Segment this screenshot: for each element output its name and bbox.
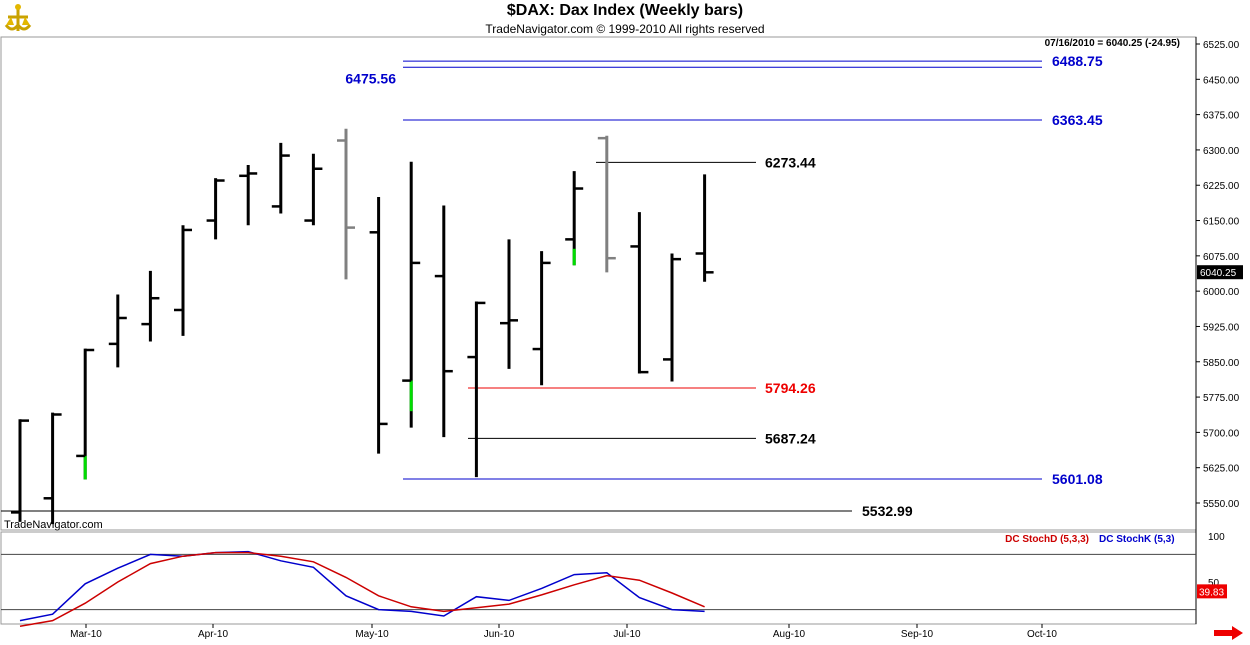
price-pane-frame: [0, 36, 1197, 531]
level-label: 6475.56: [345, 70, 396, 86]
y-tick-label: 5850.00: [1203, 358, 1240, 369]
scroll-right-arrow-icon[interactable]: [1214, 626, 1244, 645]
level-label: 6363.45: [1052, 112, 1103, 128]
y-tick-label: 6000.00: [1203, 287, 1240, 298]
level-label: 6273.44: [765, 154, 816, 170]
y-tick-label: 6300.00: [1203, 146, 1240, 157]
stoch-series-line: [19, 551, 705, 627]
watermark-text: TradeNavigator.com: [4, 519, 103, 531]
current-price-value: 6040.25: [1200, 268, 1237, 279]
y-tick-label: 6075.00: [1203, 252, 1240, 263]
level-label: 5532.99: [862, 503, 913, 519]
stoch-value-tag: [1197, 584, 1227, 599]
stoch-series-line: [19, 550, 705, 622]
level-label: 5794.26: [765, 380, 816, 396]
y-tick-label: 5925.00: [1203, 322, 1240, 333]
x-tick-label: May-10: [355, 629, 389, 640]
x-tick-label: Sep-10: [901, 629, 934, 640]
copyright-notice: TradeNavigator.com © 1999-2010 All right…: [485, 22, 765, 36]
y-tick-label: 6150.00: [1203, 217, 1240, 228]
x-tick-label: Apr-10: [198, 629, 228, 640]
chart-title: $DAX: Dax Index (Weekly bars): [506, 2, 744, 19]
y-tick-label: 6450.00: [1203, 75, 1240, 86]
legend-stochk: DC StochK (5,3): [1099, 534, 1175, 545]
x-tick-label: Oct-10: [1027, 629, 1057, 640]
x-tick-label: Jun-10: [484, 629, 515, 640]
y-tick-label: 5625.00: [1203, 464, 1240, 475]
tradenavigator-logo-icon: [4, 4, 32, 31]
stoch-y-tick-label: 50: [1208, 578, 1220, 589]
stoch-value-text: 39.83: [1199, 587, 1224, 598]
x-tick-label: Mar-10: [70, 629, 102, 640]
legend-stochd: DC StochD (5,3,3): [1005, 534, 1089, 545]
y-tick-label: 5700.00: [1203, 428, 1240, 439]
level-label: 5687.24: [765, 430, 816, 446]
level-label: 5601.08: [1052, 471, 1103, 487]
y-tick-label: 6375.00: [1203, 111, 1240, 122]
y-tick-label: 5550.00: [1203, 499, 1240, 510]
stoch-y-tick-label: 100: [1208, 532, 1225, 543]
current-price-tag: [1197, 265, 1243, 280]
level-label: 6488.75: [1052, 53, 1103, 69]
quote-label: 07/16/2010 = 6040.25 (-24.95): [1045, 38, 1180, 49]
y-tick-label: 5775.00: [1203, 393, 1240, 404]
x-tick-label: Jul-10: [613, 629, 641, 640]
y-tick-label: 6225.00: [1203, 181, 1240, 192]
x-tick-label: Aug-10: [773, 629, 806, 640]
y-tick-label: 6525.00: [1203, 40, 1240, 51]
